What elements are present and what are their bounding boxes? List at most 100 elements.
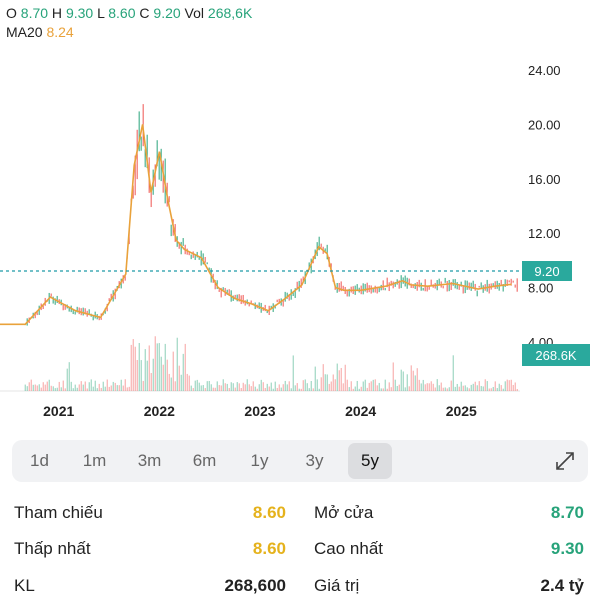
last-price-tag: 9.20 [522, 261, 572, 281]
open-label: O [6, 5, 17, 21]
volume-mark [204, 388, 206, 391]
volume-mark [40, 387, 42, 391]
volume-mark [184, 343, 186, 391]
timeframe-1y[interactable]: 1y [250, 451, 269, 470]
volume-mark [294, 385, 296, 391]
volume-mark [266, 383, 268, 391]
volume-mark [484, 379, 486, 391]
volume-mark [444, 387, 446, 391]
volume-mark [172, 351, 174, 391]
last-price-label: 9.20 [534, 264, 559, 279]
volume-mark [90, 379, 92, 391]
volume-mark [512, 384, 514, 391]
volume-mark [42, 382, 44, 391]
volume-mark [342, 383, 344, 391]
close-value: 9.20 [153, 5, 181, 21]
volume-mark [350, 381, 352, 391]
volume-mark [378, 382, 380, 391]
close-label: C [139, 5, 150, 21]
volume-mark [272, 388, 274, 391]
y-tick-label: 12.00 [528, 226, 561, 241]
volume-mark [142, 380, 144, 391]
volume-mark [258, 384, 260, 391]
volume-mark [148, 345, 150, 391]
volume-label: Vol [184, 5, 205, 21]
volume-mark [470, 384, 472, 391]
volume-mark [286, 384, 288, 391]
stat-value-value: 2.4 tỷ [540, 576, 584, 595]
timeframe-3y[interactable]: 3y [305, 451, 324, 470]
volume-mark [376, 385, 378, 391]
volume-mark [64, 388, 66, 391]
volume-mark [170, 377, 172, 391]
volume-mark [440, 382, 442, 391]
stat-high-label: Cao nhất [314, 539, 383, 558]
volume-mark [240, 388, 242, 391]
ohlc-line: O 8.70 H 9.30 L 8.60 C 9.20 Vol 268,6K [6, 4, 252, 23]
volume-mark [344, 364, 346, 391]
volume-mark [252, 381, 254, 391]
high-value: 9.30 [65, 5, 94, 21]
x-tick-label: 2025 [446, 403, 477, 419]
volume-mark [120, 379, 122, 391]
volume-mark [84, 381, 86, 391]
volume-mark [238, 383, 240, 391]
volume-mark [486, 381, 488, 391]
volume-mark [384, 379, 386, 391]
timeframe-6m[interactable]: 6m [192, 451, 217, 470]
volume-mark [216, 381, 218, 391]
volume-mark [390, 387, 392, 391]
volume-mark [224, 383, 226, 391]
high-label: H [51, 5, 63, 21]
x-tick-label: 2022 [144, 403, 175, 419]
volume-mark [124, 379, 126, 391]
volume-mark [508, 380, 510, 391]
volume-mark [268, 386, 270, 391]
timeframe-5y[interactable]: 5y [348, 443, 392, 479]
ma-value: 8.24 [46, 24, 74, 40]
stat-reference-label: Tham chiếu [14, 503, 103, 522]
volume-mark [494, 381, 496, 391]
volume-mark [306, 383, 308, 391]
volume-mark [288, 381, 290, 391]
volume-mark [318, 388, 320, 391]
timeframe-1m[interactable]: 1m [82, 451, 107, 470]
volume-mark [438, 385, 440, 391]
volume-mark [334, 379, 336, 391]
volume-mark [388, 382, 390, 391]
volume-mark [346, 379, 348, 391]
volume-mark [340, 367, 342, 391]
volume-mark [66, 368, 68, 391]
low-label: L [97, 5, 105, 21]
volume-mark [174, 381, 176, 391]
timeframe-3m[interactable]: 3m [137, 451, 162, 470]
volume-mark [122, 385, 124, 391]
volume-mark [348, 387, 350, 391]
volume-mark [398, 384, 400, 391]
volume-mark [360, 386, 362, 391]
stat-volume-value: 268,600 [224, 576, 286, 595]
volume-mark [472, 383, 474, 391]
volume-mark [488, 388, 490, 391]
volume-mark [366, 387, 368, 391]
volume-mark [82, 384, 84, 391]
volume-mark [356, 380, 358, 391]
volume-mark [250, 386, 252, 391]
volume-mark [110, 385, 112, 391]
volume-mark [492, 386, 494, 391]
expand-icon[interactable] [554, 450, 576, 472]
volume-mark [402, 371, 404, 391]
timeframe-1d[interactable]: 1d [30, 451, 49, 470]
volume-mark [358, 388, 360, 391]
volume-mark [206, 381, 208, 391]
volume-mark [56, 387, 58, 391]
volume-mark [458, 386, 460, 391]
volume-mark [284, 380, 286, 391]
volume-mark [96, 388, 98, 391]
volume-mark [368, 382, 370, 391]
volume-mark [48, 379, 50, 391]
volume-mark [214, 387, 216, 391]
volume-mark [374, 379, 376, 391]
volume-mark [476, 385, 478, 391]
